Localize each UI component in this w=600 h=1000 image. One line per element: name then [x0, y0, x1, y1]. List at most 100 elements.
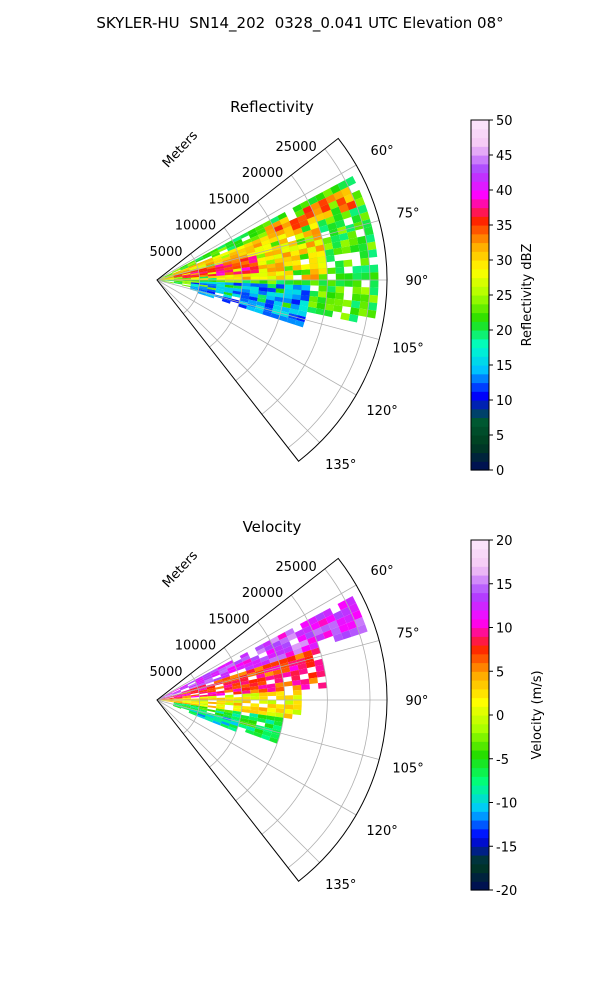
echo-bin — [267, 687, 276, 693]
echo-bin — [267, 283, 277, 289]
colorbar-swatch — [471, 338, 489, 349]
echo-bin — [251, 238, 262, 246]
echo-bin — [207, 695, 217, 699]
echo-bin — [344, 273, 353, 280]
echo-bin — [216, 704, 225, 708]
echo-bin — [198, 708, 207, 713]
echo-bin — [207, 705, 217, 709]
colorbar-swatch — [471, 548, 489, 559]
echo-bin — [279, 636, 290, 645]
echo-bin — [165, 700, 174, 702]
echo-bin — [347, 230, 357, 240]
echo-bin — [318, 268, 328, 275]
echo-bin — [231, 682, 241, 687]
echo-bin — [275, 691, 285, 696]
echo-bin — [291, 679, 302, 686]
echo-bin — [304, 630, 315, 640]
echo-bin — [338, 203, 350, 213]
echo-bin — [181, 268, 190, 273]
echo-bin — [188, 682, 197, 688]
echo-bin — [234, 241, 244, 249]
echo-bin — [215, 288, 225, 292]
echo-bin — [241, 705, 251, 710]
colorbar-tick-label: 5 — [496, 429, 504, 444]
echo-bin — [212, 720, 222, 726]
echo-bin — [181, 689, 190, 693]
echo-bin — [309, 221, 320, 230]
echo-bin — [333, 304, 343, 313]
echo-bin — [351, 214, 362, 224]
echo-bin — [207, 693, 217, 697]
echo-bin — [267, 267, 276, 273]
echo-bin — [291, 294, 302, 301]
range-ring — [182, 253, 200, 314]
echo-bin — [333, 610, 344, 621]
echo-bin — [274, 257, 284, 264]
echo-bin — [199, 694, 208, 698]
colorbar-swatch — [471, 452, 489, 462]
echo-bin — [266, 291, 276, 297]
echo-bin — [249, 713, 259, 718]
velocity-range-label: Meters — [160, 548, 201, 591]
echo-bin — [250, 280, 260, 284]
echo-bin — [367, 249, 378, 258]
colorbar-tick-label: 45 — [496, 149, 513, 164]
azimuth-line — [156, 699, 357, 816]
echo-bin — [271, 640, 282, 649]
echo-bin — [190, 702, 200, 705]
echo-bin — [352, 280, 362, 288]
echo-bin — [190, 695, 200, 698]
echo-bin — [308, 677, 318, 684]
echo-bin — [284, 284, 294, 290]
echo-bin — [269, 216, 280, 224]
echo-bin — [317, 218, 328, 228]
echo-bin — [291, 642, 302, 651]
colorbar-swatch — [471, 776, 489, 786]
echo-bin — [207, 273, 217, 277]
echo-bin — [214, 712, 224, 717]
echo-bin — [266, 715, 276, 721]
echo-bin — [204, 717, 214, 723]
echo-bin — [274, 296, 284, 303]
echo-bin — [257, 714, 267, 720]
echo-bin — [206, 265, 216, 270]
echo-bin — [282, 256, 292, 263]
range-tick-label: 15000 — [208, 612, 249, 627]
echo-bin — [220, 723, 230, 729]
echo-bin — [196, 714, 206, 720]
echo-bin — [267, 700, 277, 705]
echo-bin — [254, 308, 264, 315]
echo-bin — [189, 265, 198, 270]
echo-bin — [266, 683, 276, 689]
echo-bin — [165, 277, 174, 279]
reflectivity-range-ticks: 5000 10000 15000 20000 25000 — [149, 140, 316, 260]
range-tick-label: 5000 — [149, 665, 182, 680]
echo-bin — [261, 734, 271, 741]
echo-bin — [227, 665, 236, 672]
colorbar-swatch — [471, 820, 489, 830]
velocity-panel: Velocity 5000 10000 15000 20000 25000 60° 75°… — [149, 518, 545, 899]
colorbar-swatch — [471, 382, 489, 392]
echo-bin — [224, 660, 234, 667]
reflectivity-title: Reflectivity — [230, 98, 314, 116]
range-tick-label: 20000 — [242, 166, 283, 181]
echo-bin — [165, 700, 175, 702]
echo-bin — [324, 248, 335, 257]
echo-bin — [224, 269, 234, 273]
echo-bin — [351, 189, 363, 201]
echo-bin — [284, 695, 294, 700]
echo-bin — [233, 705, 242, 709]
echo-bin — [224, 240, 234, 247]
echo-bin — [307, 216, 318, 225]
echo-bin — [340, 312, 350, 321]
echo-bin — [340, 606, 352, 617]
echo-bin — [207, 269, 217, 273]
echo-bin — [351, 609, 363, 621]
echo-bin — [165, 694, 174, 698]
echo-bin — [229, 253, 239, 259]
range-tick-label: 25000 — [275, 140, 316, 155]
colorbar-swatch — [471, 793, 489, 804]
echo-bin — [299, 200, 311, 210]
echo-bin — [283, 681, 293, 687]
echo-bin — [228, 668, 238, 674]
